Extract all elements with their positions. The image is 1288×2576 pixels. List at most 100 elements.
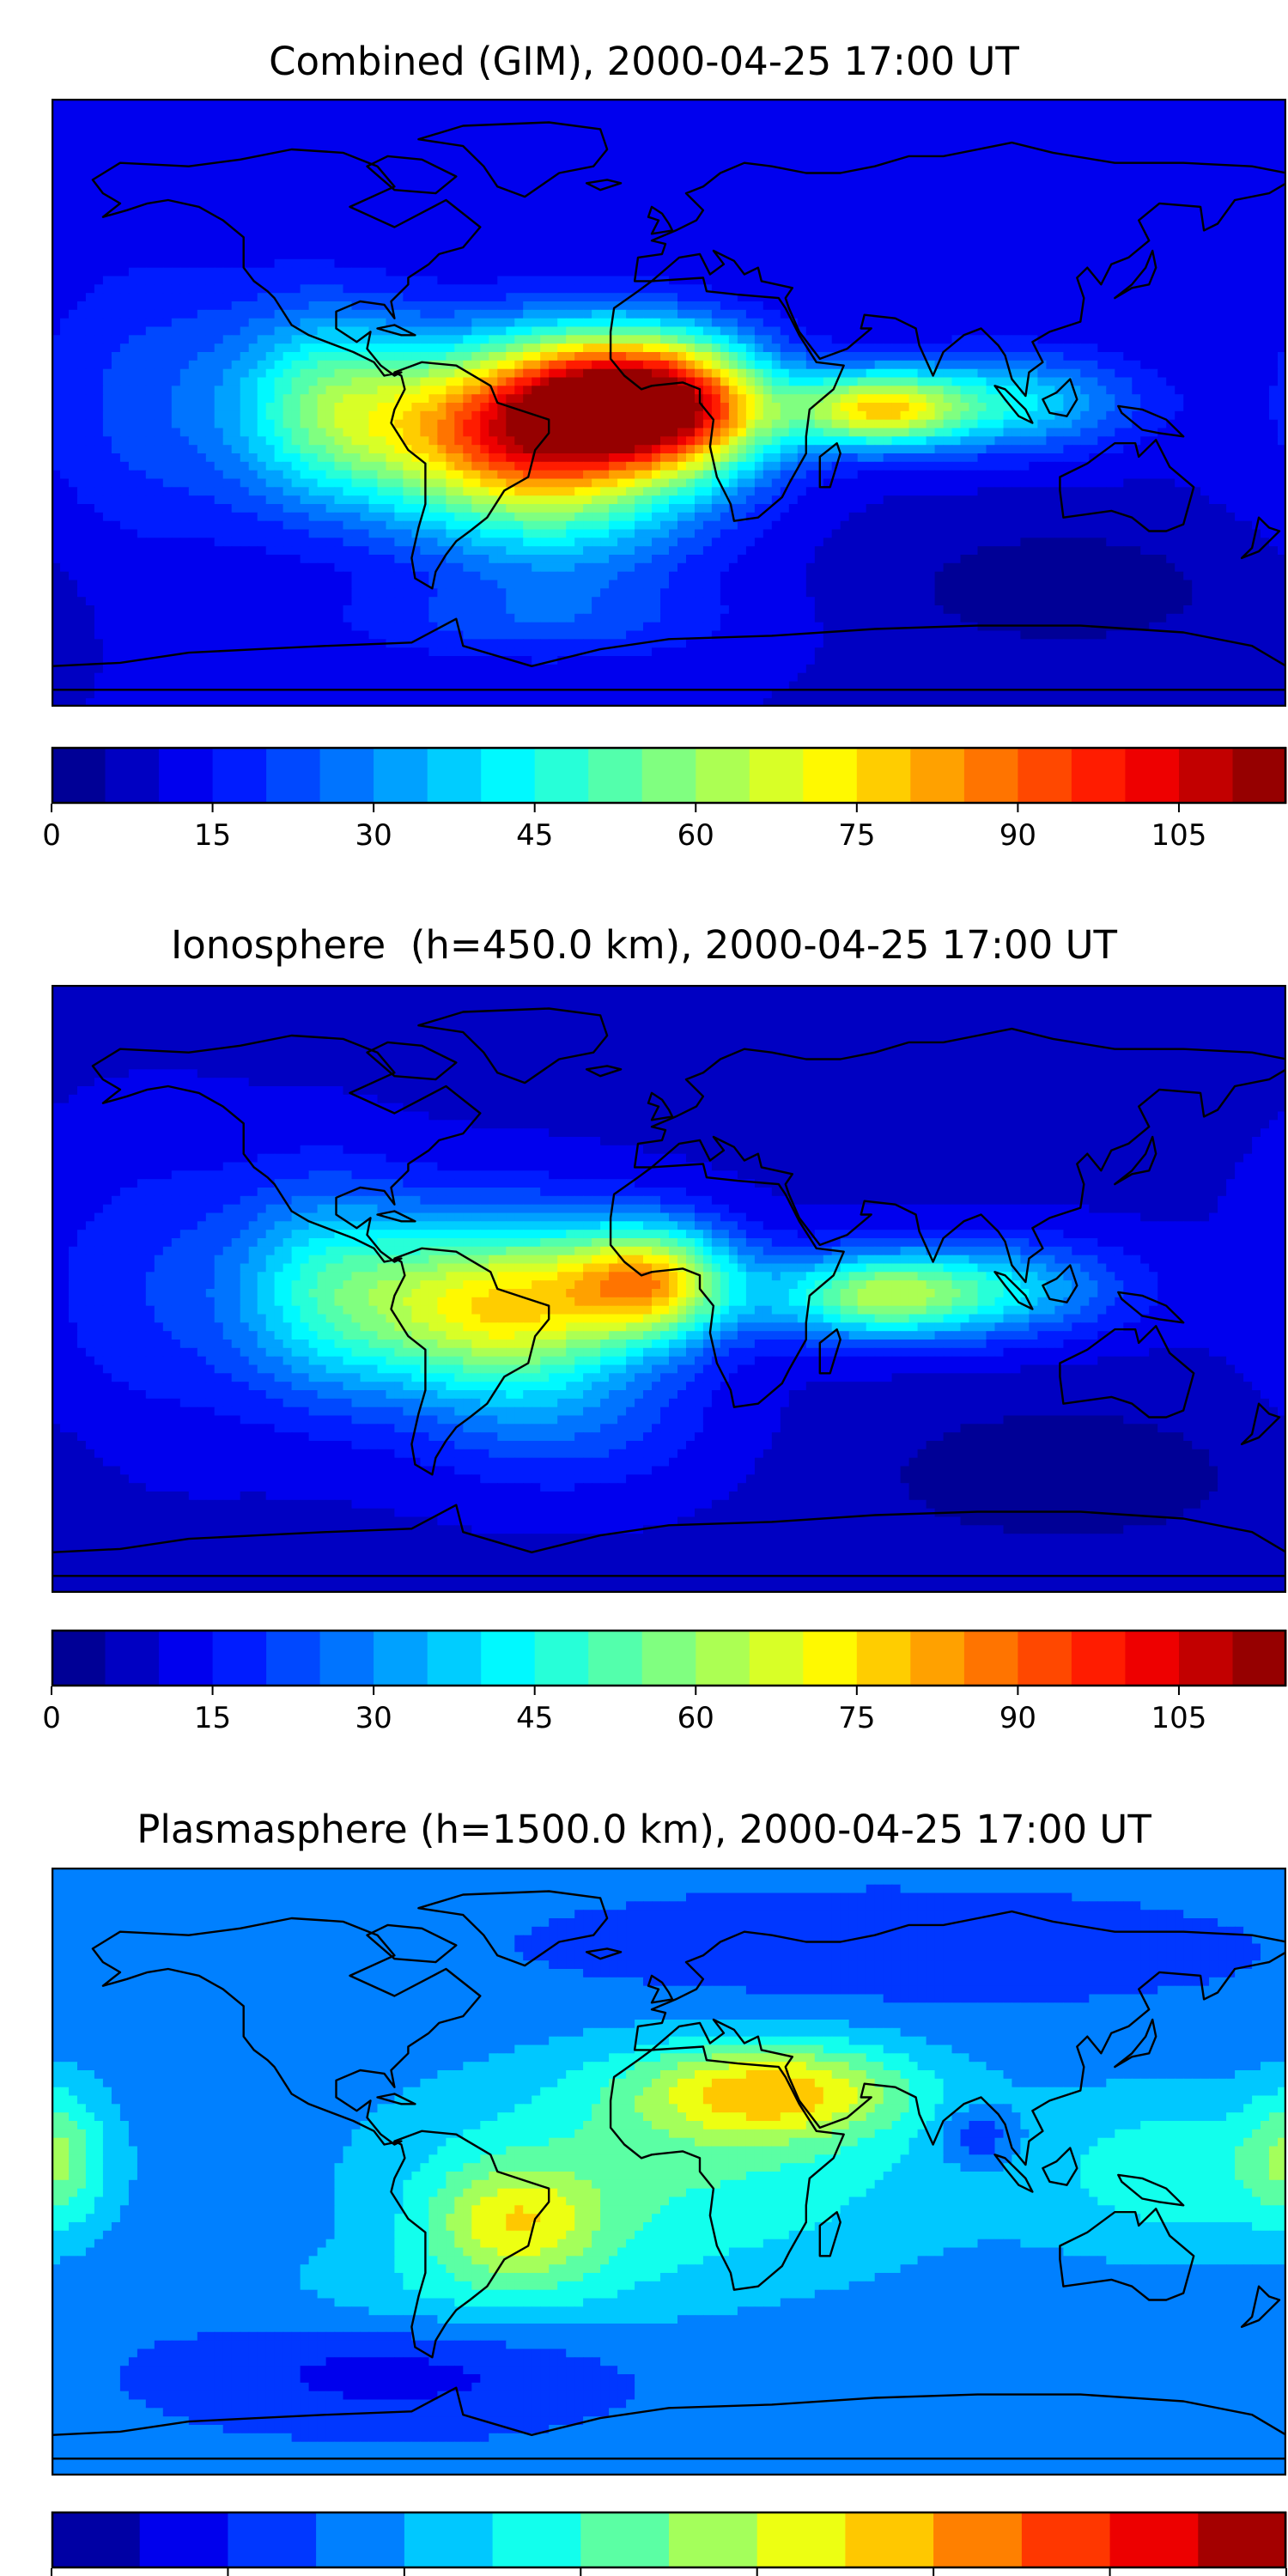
- heat-cell: [720, 318, 730, 328]
- heat-cell: [677, 352, 687, 361]
- heat-cell: [951, 166, 962, 176]
- heat-cell: [1200, 191, 1210, 201]
- heat-cell: [1054, 343, 1064, 353]
- heat-cell: [205, 335, 216, 344]
- heat-cell: [77, 106, 87, 117]
- heat-cell: [411, 99, 421, 108]
- heat-cell: [702, 326, 713, 336]
- heat-cell: [1003, 343, 1013, 353]
- heat-cell: [848, 284, 859, 294]
- heat-cell: [626, 276, 635, 285]
- heat-cell: [814, 301, 824, 311]
- heat-cell: [574, 141, 584, 150]
- heat-cell: [669, 115, 678, 125]
- heat-cell: [1175, 141, 1184, 150]
- heat-cell: [617, 149, 627, 159]
- heat-cell: [583, 386, 592, 395]
- heat-cell: [437, 251, 447, 260]
- heat-cell: [437, 386, 447, 395]
- heat-cell: [711, 200, 721, 210]
- heat-cell: [69, 124, 78, 133]
- heat-cell: [377, 343, 387, 353]
- heat-cell: [780, 258, 790, 269]
- heat-cell: [1218, 352, 1227, 361]
- heat-cell: [848, 115, 859, 125]
- heat-cell: [1200, 301, 1210, 311]
- heat-cell: [154, 191, 164, 201]
- heat-cell: [188, 106, 198, 117]
- heat-cell: [137, 326, 147, 336]
- heat-cell: [695, 343, 704, 353]
- heat-cell: [592, 343, 601, 353]
- heat-cell: [265, 141, 276, 150]
- heat-cell: [1226, 124, 1236, 133]
- heat-cell: [814, 386, 824, 395]
- heat-cell: [840, 301, 850, 311]
- heat-cell: [188, 377, 198, 386]
- heat-cell: [1123, 141, 1133, 150]
- heat-cell: [745, 216, 756, 227]
- heat-cell: [222, 106, 233, 117]
- heat-cell: [986, 157, 996, 167]
- heat-cell: [1097, 242, 1107, 252]
- heat-cell: [1278, 132, 1286, 142]
- heat-cell: [1200, 200, 1210, 210]
- heat-cell: [1029, 225, 1038, 234]
- heat-cell: [1106, 216, 1115, 227]
- heat-cell: [1012, 318, 1021, 328]
- heat-cell: [797, 326, 807, 336]
- heat-cell: [274, 183, 284, 192]
- heat-cell: [1003, 115, 1013, 125]
- heat-cell: [351, 141, 361, 150]
- heat-cell: [797, 360, 807, 370]
- heat-cell: [908, 267, 919, 277]
- heat-cell: [506, 208, 515, 218]
- heat-cell: [463, 309, 472, 319]
- heat-cell: [1063, 267, 1072, 277]
- heat-cell: [600, 191, 610, 201]
- heat-cell: [188, 301, 198, 311]
- heat-cell: [1140, 360, 1150, 370]
- heat-cell: [1072, 115, 1081, 125]
- heat-cell: [754, 301, 764, 311]
- heat-cell: [506, 301, 515, 311]
- heat-cell: [145, 191, 155, 201]
- heat-cell: [52, 200, 61, 210]
- heat-cell: [179, 132, 190, 142]
- heat-cell: [188, 191, 198, 201]
- heat-cell: [471, 343, 481, 353]
- heat-cell: [840, 141, 850, 150]
- heat-cell: [411, 251, 421, 260]
- heat-cell: [1218, 208, 1227, 218]
- heat-cell: [908, 106, 919, 117]
- heat-cell: [1200, 309, 1210, 319]
- heat-cell: [686, 318, 696, 328]
- heat-cell: [85, 208, 95, 218]
- heat-cell: [977, 208, 987, 218]
- heat-cell: [926, 183, 936, 192]
- heat-cell: [994, 157, 1005, 167]
- heat-cell: [1226, 301, 1236, 311]
- heat-cell: [1089, 132, 1098, 142]
- heat-cell: [411, 377, 421, 386]
- heat-cell: [145, 284, 155, 294]
- heat-cell: [780, 208, 790, 218]
- heat-cell: [128, 141, 138, 150]
- heat-cell: [805, 115, 816, 125]
- heat-cell: [291, 301, 301, 311]
- heat-cell: [994, 309, 1005, 319]
- heat-cell: [848, 141, 859, 150]
- heat-cell: [908, 284, 919, 294]
- heat-cell: [480, 368, 489, 379]
- heat-cell: [695, 234, 704, 243]
- heat-cell: [797, 149, 807, 159]
- heat-cell: [762, 326, 773, 336]
- heat-cell: [265, 234, 276, 243]
- heat-cell: [780, 141, 790, 150]
- heat-cell: [334, 106, 344, 117]
- heat-cell: [951, 309, 962, 319]
- heat-cell: [351, 276, 361, 285]
- heat-cell: [1115, 258, 1124, 269]
- heat-cell: [403, 242, 412, 252]
- heat-cell: [986, 149, 996, 159]
